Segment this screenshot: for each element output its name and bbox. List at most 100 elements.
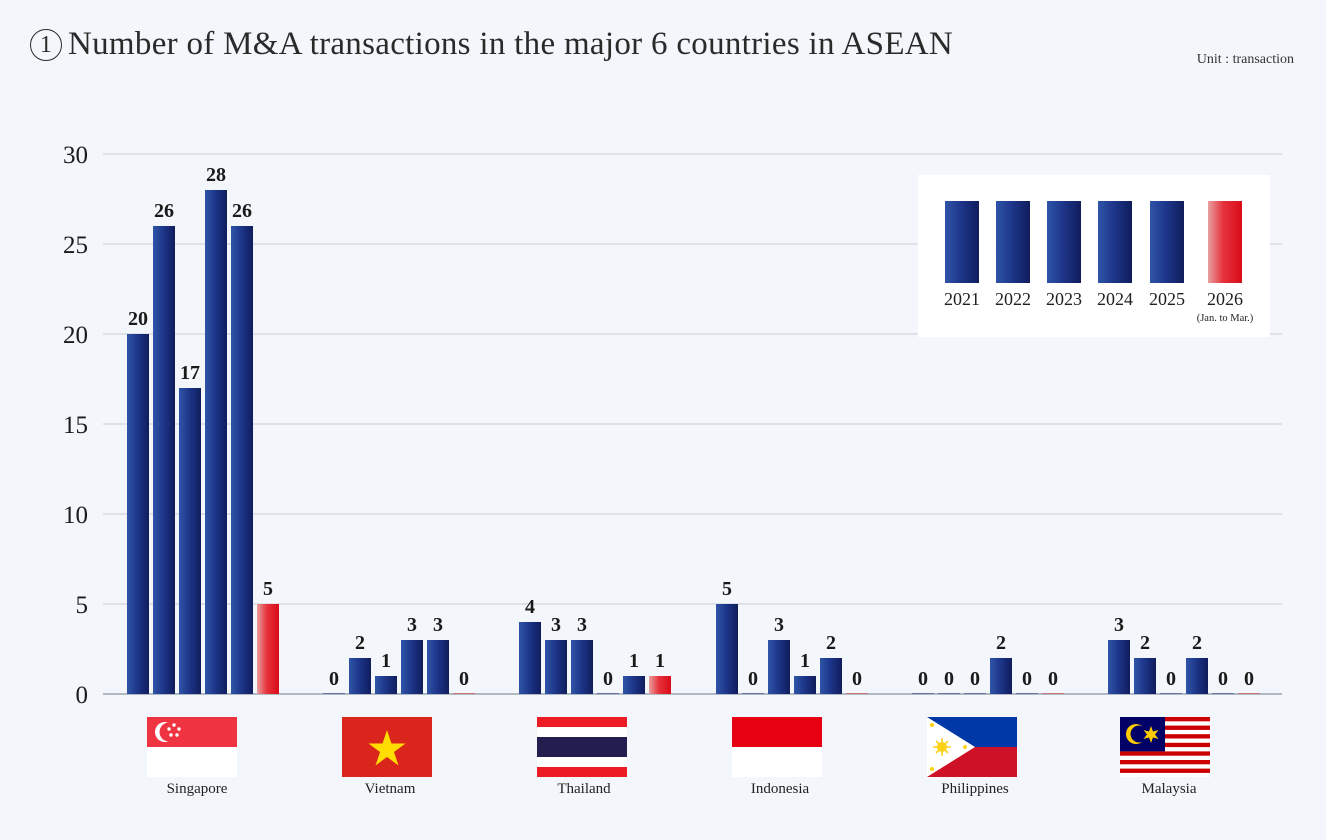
data-label: 0 [329, 668, 339, 690]
data-label: 0 [603, 668, 613, 690]
data-label: 0 [918, 668, 928, 690]
legend-swatch-2026 [1208, 201, 1242, 283]
bar-philippines-2021 [912, 693, 934, 694]
bar-malaysia-2021 [1108, 640, 1130, 694]
bar-thailand-2022 [545, 640, 567, 694]
data-label: 2 [996, 632, 1006, 654]
data-label: 3 [1114, 614, 1124, 636]
legend-swatch-2023 [1047, 201, 1081, 283]
data-label: 3 [577, 614, 587, 636]
bar-indonesia-2026 [846, 693, 868, 694]
bar-singapore-2024 [205, 190, 227, 694]
data-label: 0 [1166, 668, 1176, 690]
data-label: 28 [206, 164, 226, 186]
bar-malaysia-2025 [1212, 693, 1234, 694]
philippines-flag-icon [927, 717, 1017, 777]
legend-swatch-2025 [1150, 201, 1184, 283]
data-label: 3 [407, 614, 417, 636]
data-label: 0 [1218, 668, 1228, 690]
bar-philippines-2025 [1016, 693, 1038, 694]
indonesia-flag-icon [732, 717, 822, 777]
bar-thailand-2026 [649, 676, 671, 694]
bar-philippines-2026 [1042, 693, 1064, 694]
data-label: 3 [774, 614, 784, 636]
bar-thailand-2024 [597, 693, 619, 694]
country-label-philippines: Philippines [941, 781, 1009, 797]
legend-swatch-2022 [996, 201, 1030, 283]
data-label: 0 [1022, 668, 1032, 690]
y-tick-label: 0 [76, 682, 89, 709]
data-label: 0 [852, 668, 862, 690]
country-label-singapore: Singapore [166, 781, 228, 797]
bar-vietnam-2022 [349, 658, 371, 694]
malaysia-flag-icon [1120, 717, 1210, 777]
legend-label-2026: 2026 [1207, 289, 1243, 309]
bar-singapore-2021 [127, 334, 149, 694]
bar-singapore-2022 [153, 226, 175, 694]
legend-swatch-2021 [945, 201, 979, 283]
unit-label: Unit : transaction [1196, 52, 1294, 67]
legend-label-2024: 2024 [1097, 289, 1133, 309]
data-label: 3 [551, 614, 561, 636]
data-label: 3 [433, 614, 443, 636]
y-tick-label: 5 [76, 592, 89, 619]
data-label: 5 [263, 578, 273, 600]
bar-vietnam-2023 [375, 676, 397, 694]
y-tick-label: 10 [63, 502, 88, 529]
data-label: 1 [629, 650, 639, 672]
data-label: 0 [1244, 668, 1254, 690]
y-tick-label: 25 [63, 232, 88, 259]
y-tick-label: 30 [63, 142, 88, 169]
bar-malaysia-2023 [1160, 693, 1182, 694]
bar-thailand-2023 [571, 640, 593, 694]
bar-malaysia-2024 [1186, 658, 1208, 694]
bar-thailand-2021 [519, 622, 541, 694]
bar-vietnam-2026 [453, 693, 475, 694]
country-label-indonesia: Indonesia [750, 781, 810, 797]
data-label: 2 [826, 632, 836, 654]
bar-indonesia-2024 [794, 676, 816, 694]
legend-label-2021: 2021 [944, 289, 980, 309]
bar-malaysia-2022 [1134, 658, 1156, 694]
data-label: 2 [1140, 632, 1150, 654]
data-label: 5 [722, 578, 732, 600]
singapore-flag-icon [147, 717, 237, 777]
bar-vietnam-2021 [323, 693, 345, 694]
bar-philippines-2023 [964, 693, 986, 694]
bar-vietnam-2024 [401, 640, 423, 694]
title-text: Number of M&A transactions in the major … [68, 26, 954, 62]
data-label: 26 [232, 200, 252, 222]
bar-singapore-2026 [257, 604, 279, 694]
data-label: 20 [128, 308, 148, 330]
data-label: 1 [381, 650, 391, 672]
bar-vietnam-2025 [427, 640, 449, 694]
bar-singapore-2023 [179, 388, 201, 694]
chart-title: 1 Number of M&A transactions in the majo… [30, 26, 953, 63]
y-tick-label: 15 [63, 412, 88, 439]
legend-label-2022: 2022 [995, 289, 1031, 309]
title-number-mark: 1 [30, 28, 62, 61]
data-label: 0 [970, 668, 980, 690]
bar-indonesia-2022 [742, 693, 764, 694]
data-label: 0 [944, 668, 954, 690]
data-label: 2 [355, 632, 365, 654]
bar-singapore-2025 [231, 226, 253, 694]
bar-indonesia-2023 [768, 640, 790, 694]
legend-label-2023: 2023 [1046, 289, 1082, 309]
data-label: 0 [748, 668, 758, 690]
bar-philippines-2024 [990, 658, 1012, 694]
data-label: 0 [459, 668, 469, 690]
country-label-vietnam: Vietnam [364, 781, 416, 797]
data-label: 0 [1048, 668, 1058, 690]
legend-sublabel-2026: (Jan. to Mar.) [1196, 313, 1254, 324]
data-label: 1 [655, 650, 665, 672]
thailand-flag-icon [537, 717, 627, 777]
data-label: 1 [800, 650, 810, 672]
data-label: 26 [154, 200, 174, 222]
country-label-thailand: Thailand [557, 781, 611, 797]
bar-philippines-2022 [938, 693, 960, 694]
bar-indonesia-2025 [820, 658, 842, 694]
data-label: 2 [1192, 632, 1202, 654]
legend: 2021 2022 2023 2024 2025 2026 (Jan. to M… [918, 175, 1270, 337]
